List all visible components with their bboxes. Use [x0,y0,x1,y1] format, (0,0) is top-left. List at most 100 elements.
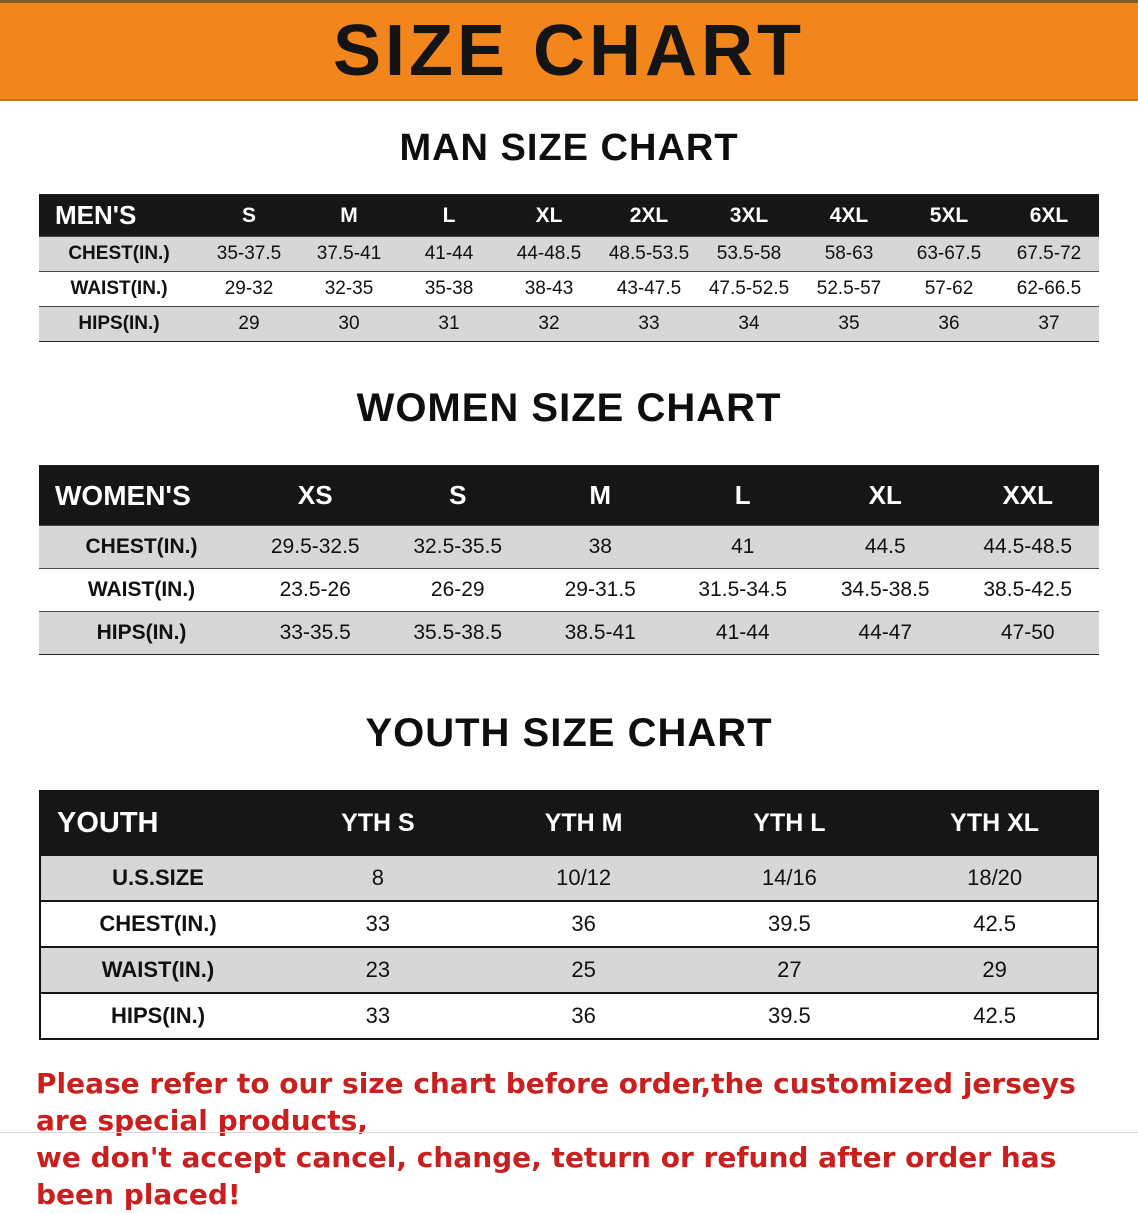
measure-value-cell: 38-43 [499,271,599,307]
size-header-cell: 4XL [799,194,899,237]
measure-value-cell: 43-47.5 [599,271,699,307]
measure-value-cell: 44.5-48.5 [956,525,1099,569]
measure-value-cell: 27 [686,946,893,993]
size-header-cell: YTH M [480,791,687,855]
size-header-cell: 3XL [699,194,799,237]
measure-value-cell: 41-44 [671,611,814,655]
youth-size-table: YOUTH YTH S YTH M YTH L YTH XL U.S.SIZE 8 10/12… [39,790,1099,1040]
measure-label-cell: HIPS(IN.) [39,611,244,655]
table-row: CHEST(IN.) 29.5-32.5 32.5-35.5 38 41 44.5 44.5… [39,525,1099,569]
size-header-cell: 2XL [599,194,699,237]
measure-label-cell: CHEST(IN.) [39,525,244,569]
measure-value-cell: 29-31.5 [529,568,672,612]
measure-value-cell: 44-48.5 [499,236,599,272]
size-header-cell: XXL [956,465,1099,526]
measure-label-cell: CHEST(IN.) [40,900,275,947]
measure-value-cell: 14/16 [686,854,893,901]
measure-value-cell: 58-63 [799,236,899,272]
size-header-cell: XS [244,465,387,526]
measure-value-cell: 41-44 [399,236,499,272]
measure-value-cell: 34.5-38.5 [814,568,957,612]
measure-value-cell: 53.5-58 [699,236,799,272]
measure-value-cell: 35-37.5 [199,236,299,272]
measure-value-cell: 25 [480,946,687,993]
measure-value-cell: 32-35 [299,271,399,307]
measure-value-cell: 36 [480,900,687,947]
measure-value-cell: 36 [480,992,687,1039]
measure-value-cell: 29 [892,946,1098,993]
table-row: WAIST(IN.) 29-32 32-35 35-38 38-43 43-47.5 47.… [39,271,1099,307]
banner-title: SIZE CHART [333,11,805,91]
measure-value-cell: 35-38 [399,271,499,307]
measure-value-cell: 44.5 [814,525,957,569]
banner: SIZE CHART [0,0,1138,101]
youth-section: YOUTH SIZE CHART YOUTH YTH S YTH M YTH L YTH… [0,711,1138,1040]
size-header-cell: YTH XL [892,791,1098,855]
size-header-cell: YTH S [275,791,481,855]
size-header-cell: YTH L [686,791,893,855]
measure-value-cell: 23 [275,946,481,993]
size-header-cell: 5XL [899,194,999,237]
measure-label-cell: CHEST(IN.) [39,236,199,272]
women-size-table: WOMEN'S XS S M L XL XXL CHEST(IN.) 29.5-32.5 32.5… [39,465,1099,655]
measure-value-cell: 31 [399,306,499,342]
measure-value-cell: 35.5-38.5 [386,611,529,655]
measure-value-cell: 33 [275,992,481,1039]
measure-value-cell: 37 [999,306,1099,342]
measure-label-cell: HIPS(IN.) [40,992,275,1039]
disclaimer-line2: we don't accept cancel, change, teturn o… [36,1140,1057,1211]
man-size-table: MEN'S S M L XL 2XL 3XL 4XL 5XL 6XL CHEST(IN.) 35-37… [39,194,1099,342]
size-header-cell: L [399,194,499,237]
measure-value-cell: 39.5 [686,900,893,947]
measure-value-cell: 41 [671,525,814,569]
disclaimer: Please refer to our size chart before or… [0,1066,1138,1214]
disclaimer-line1: Please refer to our size chart before or… [36,1067,1076,1137]
measure-value-cell: 47-50 [956,611,1099,655]
measure-value-cell: 38.5-42.5 [956,568,1099,612]
size-header-cell: L [671,465,814,526]
women-section: WOMEN SIZE CHART WOMEN'S XS S M L XL XXL CHEST(… [0,386,1138,655]
size-header-cell: XL [814,465,957,526]
measure-value-cell: 63-67.5 [899,236,999,272]
measure-label-cell: WAIST(IN.) [39,271,199,307]
measure-value-cell: 42.5 [892,900,1098,947]
measure-value-cell: 52.5-57 [799,271,899,307]
measure-value-cell: 10/12 [480,854,687,901]
size-header-cell: M [299,194,399,237]
measure-value-cell: 35 [799,306,899,342]
measure-value-cell: 62-66.5 [999,271,1099,307]
youth-heading: YOUTH SIZE CHART [365,711,773,755]
size-header-cell: XL [499,194,599,237]
measure-value-cell: 32 [499,306,599,342]
measure-value-cell: 33-35.5 [244,611,387,655]
man-section: MAN SIZE CHART MEN'S S M L XL 2XL 3XL 4XL 5XL 6XL… [0,127,1138,342]
women-heading: WOMEN SIZE CHART [356,386,782,430]
measure-value-cell: 36 [899,306,999,342]
table-row: HIPS(IN.) 33-35.5 35.5-38.5 38.5-41 41-44 44-… [39,611,1099,655]
measure-value-cell: 18/20 [892,854,1098,901]
measure-value-cell: 38 [529,525,672,569]
table-row: WAIST(IN.) 23 25 27 29 [40,946,1098,993]
measure-value-cell: 34 [699,306,799,342]
measure-value-cell: 33 [275,900,481,947]
table-title-cell: MEN'S [39,194,199,237]
measure-value-cell: 57-62 [899,271,999,307]
measure-value-cell: 23.5-26 [244,568,387,612]
measure-label-cell: HIPS(IN.) [39,306,199,342]
measure-value-cell: 44-47 [814,611,957,655]
table-row: WAIST(IN.) 23.5-26 26-29 29-31.5 31.5-34.5 34… [39,568,1099,612]
measure-value-cell: 37.5-41 [299,236,399,272]
measure-value-cell: 29.5-32.5 [244,525,387,569]
size-header-cell: S [386,465,529,526]
measure-value-cell: 47.5-52.5 [699,271,799,307]
table-header-row: MEN'S S M L XL 2XL 3XL 4XL 5XL 6XL [39,194,1099,237]
measure-value-cell: 8 [275,854,481,901]
table-row: U.S.SIZE 8 10/12 14/16 18/20 [40,854,1098,901]
man-heading: MAN SIZE CHART [399,127,739,169]
table-title-cell: WOMEN'S [39,465,244,526]
measure-value-cell: 39.5 [686,992,893,1039]
table-title-cell: YOUTH [40,791,275,855]
measure-value-cell: 67.5-72 [999,236,1099,272]
measure-value-cell: 42.5 [892,992,1098,1039]
